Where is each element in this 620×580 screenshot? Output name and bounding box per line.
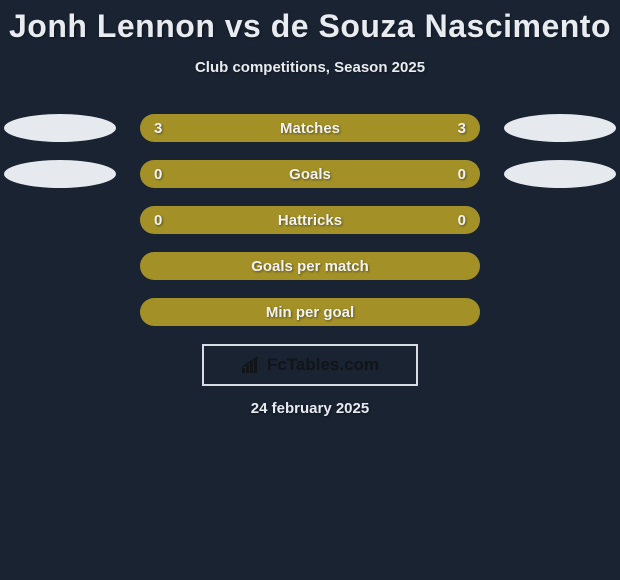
stat-label: Hattricks (140, 212, 480, 229)
footer-date: 24 february 2025 (0, 400, 620, 417)
stat-row: Min per goal (0, 298, 620, 326)
stat-bar: Min per goal (140, 298, 480, 326)
stat-bar: 0Goals0 (140, 160, 480, 188)
stat-row: Goals per match (0, 252, 620, 280)
stat-label: Matches (140, 120, 480, 137)
stat-right-value: 0 (446, 212, 466, 229)
stat-right-value: 0 (446, 166, 466, 183)
comparison-rows: 3Matches30Goals00Hattricks0Goals per mat… (0, 114, 620, 326)
stat-label: Min per goal (140, 304, 480, 321)
stat-bar: Goals per match (140, 252, 480, 280)
stat-left-value: 0 (154, 212, 174, 229)
stat-right-value: 3 (446, 120, 466, 137)
stat-label: Goals (140, 166, 480, 183)
stat-row: 0Goals0 (0, 160, 620, 188)
player-right-marker (504, 160, 616, 188)
stat-left-value: 3 (154, 120, 174, 137)
player-right-marker (504, 114, 616, 142)
page-title: Jonh Lennon vs de Souza Nascimento (0, 8, 620, 45)
stat-row: 3Matches3 (0, 114, 620, 142)
stat-label: Goals per match (140, 258, 480, 275)
stat-bar: 0Hattricks0 (140, 206, 480, 234)
comparison-card: Jonh Lennon vs de Souza Nascimento Club … (0, 0, 620, 417)
stat-left-value: 0 (154, 166, 174, 183)
stat-bar: 3Matches3 (140, 114, 480, 142)
player-left-marker (4, 114, 116, 142)
player-left-marker (4, 160, 116, 188)
brand-badge: FcTables.com (202, 344, 418, 386)
bars-chart-icon (241, 356, 263, 374)
page-subtitle: Club competitions, Season 2025 (0, 59, 620, 76)
brand-text: FcTables.com (267, 355, 379, 375)
stat-row: 0Hattricks0 (0, 206, 620, 234)
